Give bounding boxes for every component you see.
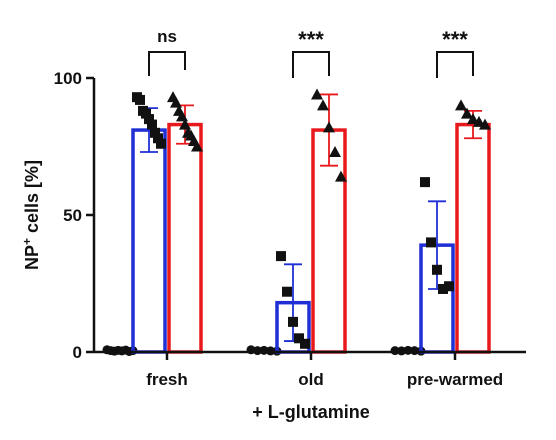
data-point bbox=[323, 121, 335, 133]
significance-bracket bbox=[292, 51, 330, 78]
data-point bbox=[144, 114, 154, 125]
data-point bbox=[141, 108, 151, 119]
data-point bbox=[300, 338, 310, 349]
y-tick-label: 100 bbox=[54, 69, 82, 88]
data-point bbox=[479, 118, 491, 130]
bar bbox=[131, 128, 167, 354]
data-point bbox=[294, 333, 304, 344]
significance-bracket bbox=[148, 51, 186, 76]
data-point bbox=[317, 99, 329, 111]
data-point bbox=[432, 264, 442, 275]
data-point bbox=[438, 283, 448, 294]
data-point bbox=[288, 316, 298, 327]
x-axis-title: + L-glutamine bbox=[252, 402, 370, 422]
y-tick-label: 0 bbox=[73, 343, 82, 362]
data-point bbox=[420, 177, 430, 188]
y-axis-title-main: NP bbox=[22, 245, 42, 270]
data-point bbox=[426, 237, 436, 248]
data-point bbox=[311, 88, 323, 100]
x-tick-label: old bbox=[298, 370, 324, 389]
data-point bbox=[455, 99, 467, 111]
data-point bbox=[153, 133, 163, 144]
data-point bbox=[335, 170, 347, 182]
y-tick-label: 50 bbox=[63, 206, 82, 225]
x-tick-label: fresh bbox=[146, 370, 188, 389]
data-point bbox=[329, 145, 341, 157]
significance-label: ns bbox=[157, 27, 177, 46]
x-tick-label: pre-warmed bbox=[407, 370, 503, 389]
data-point bbox=[282, 286, 292, 297]
y-axis-title-suffix: cells [%] bbox=[22, 160, 42, 238]
data-point bbox=[276, 251, 286, 262]
data-point bbox=[135, 94, 145, 105]
significance-label: *** bbox=[298, 27, 324, 52]
significance-label: *** bbox=[442, 27, 468, 52]
y-axis-title: NP+ cells [%] bbox=[20, 160, 42, 270]
data-point bbox=[461, 107, 473, 119]
y-axis-title-sup: + bbox=[20, 238, 34, 245]
bar bbox=[167, 122, 203, 354]
bar bbox=[455, 122, 491, 354]
data-point bbox=[156, 138, 166, 149]
data-point bbox=[444, 281, 454, 292]
data-point bbox=[191, 140, 203, 152]
significance-bracket bbox=[436, 51, 474, 78]
data-point bbox=[150, 127, 160, 138]
data-point bbox=[147, 119, 157, 130]
